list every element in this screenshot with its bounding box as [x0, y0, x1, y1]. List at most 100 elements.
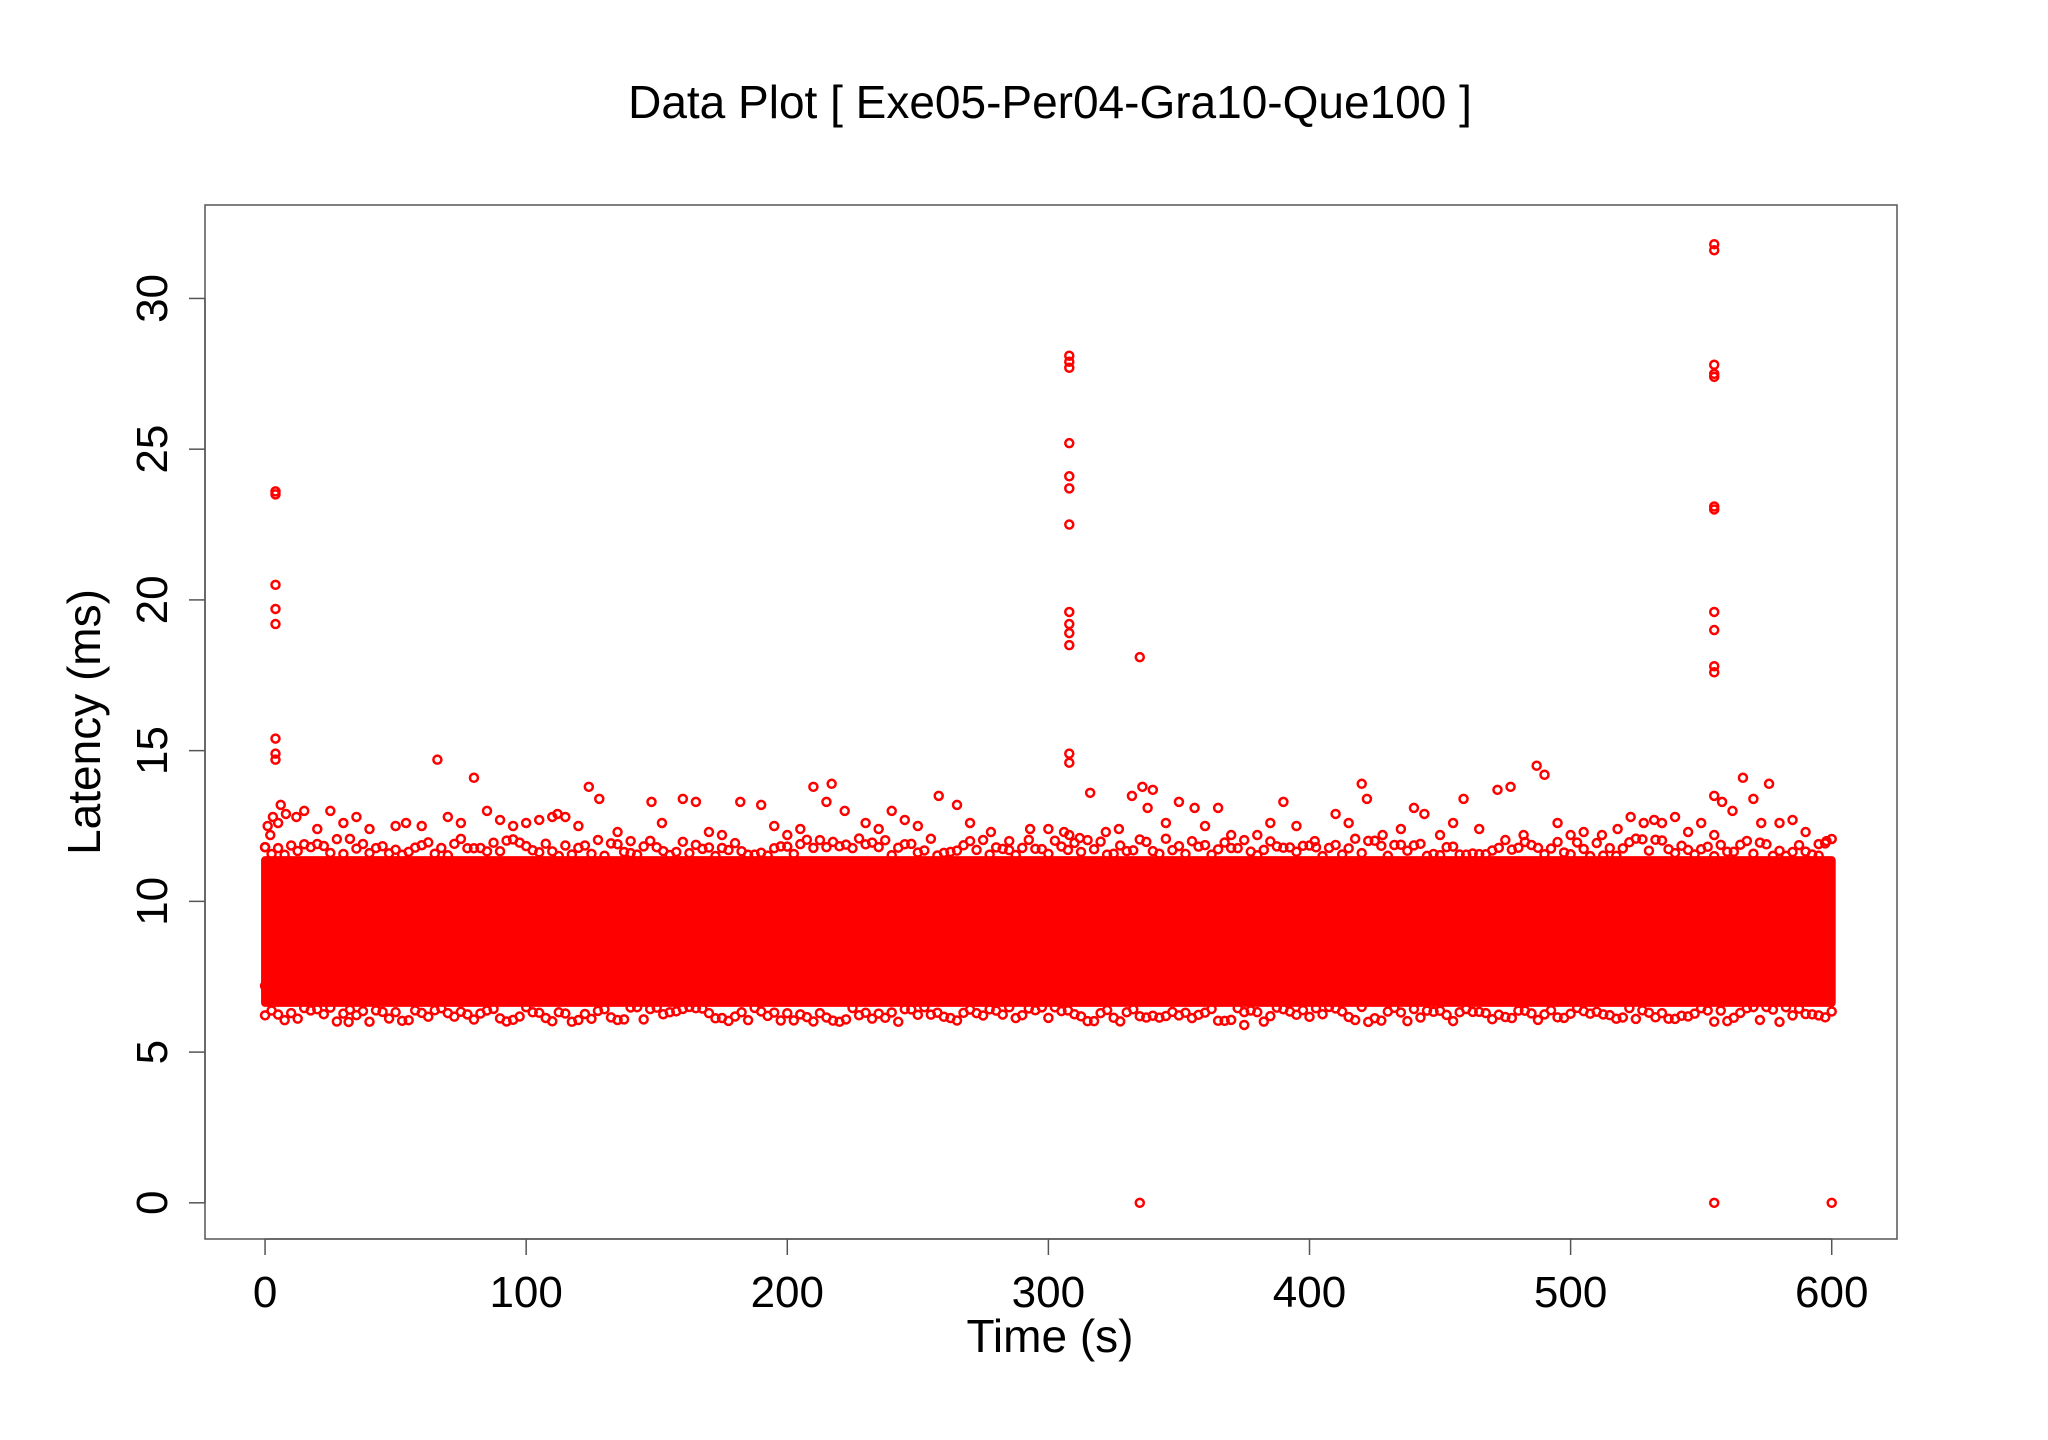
data-point: [1727, 805, 1738, 817]
data-point: [808, 781, 819, 793]
band-edge-point-top: [318, 840, 330, 852]
data-point: [1100, 826, 1112, 838]
band-edge-point-top: [1376, 840, 1387, 852]
x-axis-label: Time (s): [967, 1310, 1134, 1362]
band-edge-point-top: [1232, 842, 1243, 854]
data-point: [432, 754, 443, 765]
band-edge-point-bottom: [514, 1011, 525, 1022]
data-point: [1578, 826, 1589, 838]
band-edge-point-top: [1062, 844, 1074, 856]
data-point: [985, 826, 997, 838]
band-edge-point-top: [951, 845, 963, 856]
data-point: [312, 823, 323, 835]
band-edge-point-top: [1225, 842, 1237, 854]
data-point: [1265, 817, 1276, 829]
band-edge-point-bottom: [808, 1016, 819, 1027]
band-edge-point-bottom: [1598, 1009, 1609, 1020]
band-edge-point-top: [1539, 848, 1550, 860]
band-edge-point-bottom: [344, 1004, 356, 1015]
band-edge-point-bottom: [1082, 1015, 1093, 1027]
band-edge-point-bottom: [533, 1007, 545, 1019]
band-edge-point-top: [560, 840, 571, 851]
band-edge-point-top: [814, 834, 826, 846]
band-edge-point-bottom: [403, 1014, 414, 1026]
band-edge-point-top: [1637, 834, 1648, 845]
band-edge-point-bottom: [1617, 1012, 1629, 1023]
x-tick-label: 600: [1795, 1268, 1868, 1317]
data-point: [291, 811, 302, 823]
data-point: [1024, 823, 1036, 835]
band-edge-point-bottom: [1767, 1004, 1779, 1015]
data-point: [1361, 793, 1373, 805]
band-edge-point-bottom: [547, 1016, 558, 1027]
band-edge-point-top: [1343, 843, 1354, 854]
x-tick-label: 0: [253, 1268, 277, 1317]
band-edge-point-bottom: [305, 1005, 316, 1016]
data-point: [1064, 437, 1075, 449]
band-edge-point-top: [1669, 847, 1681, 859]
band-edge-point-bottom: [664, 1006, 676, 1018]
data-point: [1695, 817, 1707, 829]
band-edge-point-top: [1741, 835, 1753, 847]
band-edge-point-top: [423, 837, 434, 848]
data-point: [390, 820, 401, 832]
band-edge-point-bottom: [690, 1002, 702, 1014]
band-edge-point-top: [449, 838, 460, 850]
data-point: [1708, 660, 1720, 672]
data-point: [494, 814, 506, 826]
band-edge-point-bottom: [775, 1015, 786, 1026]
band-edge-point-top: [906, 838, 917, 850]
band-edge-point-top: [1291, 846, 1302, 858]
data-point: [1043, 823, 1054, 835]
band-edge-point-top: [1761, 839, 1772, 850]
band-edge-point-top: [1813, 850, 1824, 861]
data-point: [1064, 829, 1075, 841]
data-point: [933, 790, 944, 802]
y-tick-label: 0: [128, 1191, 177, 1215]
data-point: [1395, 823, 1407, 835]
data-point: [1064, 350, 1075, 361]
band-edge-point-bottom: [1428, 1006, 1439, 1018]
data-point: [677, 793, 689, 805]
band-edge-point-bottom: [1663, 1013, 1674, 1025]
band-edge-point-bottom: [1056, 1005, 1067, 1017]
band-edge-point-top: [566, 849, 578, 860]
band-edge-point-bottom: [1421, 1005, 1433, 1016]
band-edge-point-bottom: [866, 1013, 878, 1024]
band-edge-point-top: [1160, 833, 1172, 845]
band-edge-point-top: [775, 841, 786, 852]
band-edge-point-top: [1101, 849, 1113, 860]
band-edge-point-top: [1036, 843, 1048, 855]
band-edge-point-bottom: [1702, 1005, 1713, 1016]
band-edge-point-bottom: [638, 1014, 649, 1025]
band-edge-point-top: [553, 850, 565, 862]
band-edge-point-bottom: [1565, 1008, 1576, 1019]
data-point: [1539, 769, 1550, 781]
band-edge-point-top: [886, 849, 897, 861]
band-edge-point-bottom: [1532, 1014, 1544, 1026]
data-point: [1074, 832, 1085, 844]
data-point: [416, 820, 427, 832]
band-edge-point-top: [364, 847, 375, 859]
data-point: [1552, 817, 1563, 829]
data-point: [442, 811, 454, 823]
band-edge-point-top: [762, 850, 773, 861]
data-point: [270, 618, 281, 630]
data-point: [1309, 835, 1320, 847]
band-edge-point-bottom: [782, 1007, 793, 1019]
band-edge-point-bottom: [1265, 1010, 1276, 1022]
dense-data-band: [259, 833, 1837, 1028]
band-edge-point-top: [266, 848, 277, 860]
y-tick-label: 15: [128, 726, 177, 775]
dense-band-fill: [261, 856, 1836, 1007]
band-edge-point-top: [1265, 836, 1276, 847]
band-edge-point-top: [272, 842, 284, 854]
band-edge-point-top: [1336, 849, 1348, 860]
band-edge-point-top: [1180, 848, 1191, 860]
band-edge-point-top: [455, 833, 467, 845]
data-point: [262, 820, 273, 832]
band-edge-point-bottom: [1297, 1004, 1309, 1016]
band-edge-point-bottom: [553, 1007, 565, 1018]
band-edge-point-bottom: [893, 1016, 904, 1028]
data-point: [272, 817, 284, 829]
